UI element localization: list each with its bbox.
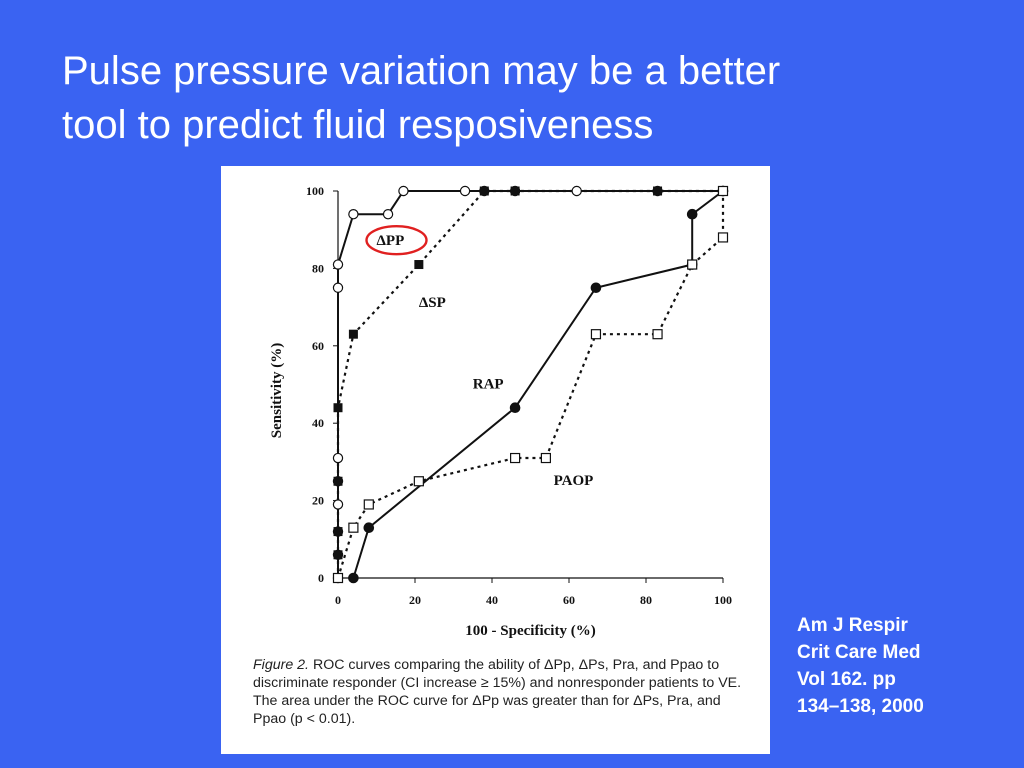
series-line-paop — [336, 191, 725, 579]
citation: Am J Respir Crit Care Med Vol 162. pp 13… — [797, 612, 1017, 720]
y-tick-label: 80 — [312, 261, 324, 275]
series-label-pp: ΔPP — [377, 233, 405, 249]
data-point-pp — [332, 499, 344, 510]
data-point-pp — [332, 452, 344, 464]
data-point-sp — [333, 550, 343, 560]
x-tick-label: 80 — [640, 593, 652, 607]
citation-line-1: Am J Respir — [797, 615, 908, 636]
series-label-rap: RAP — [473, 376, 504, 392]
data-point-pp — [332, 282, 344, 293]
data-point-rap — [348, 572, 359, 584]
data-point-pp — [459, 185, 471, 197]
y-tick-label: 0 — [318, 571, 324, 585]
roc-chart: 0 20 40 60 80 100 0 20 40 60 80 100 100 - Specificit… — [269, 184, 732, 639]
y-tick-label: 20 — [312, 494, 324, 508]
slide-title-line-1: Pulse pressure variation may be a better — [62, 49, 781, 93]
data-point-paop — [540, 452, 551, 464]
citation-line-2: Crit Care Med — [797, 642, 921, 663]
figure-panel: 0 20 40 60 80 100 0 20 40 60 80 100 100 - Specificit… — [221, 166, 770, 754]
data-point-paop — [348, 522, 359, 533]
data-point-rap — [590, 282, 602, 294]
data-point-sp — [348, 329, 358, 339]
series-label-paop: PAOP — [554, 473, 594, 489]
data-point-pp — [332, 259, 344, 270]
data-point-rap — [363, 522, 375, 533]
y-tick-label: 60 — [312, 339, 324, 353]
data-point-pp — [398, 185, 409, 197]
x-tick-label: 0 — [335, 593, 341, 607]
x-tick-label: 40 — [486, 593, 498, 607]
x-tick-label: 20 — [409, 593, 421, 607]
x-tick-label: 100 — [714, 593, 732, 607]
data-point-pp — [348, 209, 359, 220]
data-point-rap — [509, 402, 521, 414]
data-point-paop — [652, 329, 663, 340]
data-point-rap — [686, 208, 698, 220]
data-point-sp — [414, 260, 424, 270]
data-point-sp — [510, 186, 520, 196]
slide-title-line-2: tool to predict fluid resposiveness — [62, 103, 654, 147]
x-tick-label: 60 — [563, 593, 575, 607]
data-point-sp — [333, 403, 343, 413]
data-point-pp — [382, 209, 394, 220]
data-point-sp — [479, 186, 489, 196]
y-tick-label: 40 — [312, 416, 324, 430]
data-point-paop — [717, 185, 729, 197]
data-point-sp — [333, 527, 343, 537]
y-tick-label: 100 — [306, 184, 324, 198]
data-point-paop — [687, 259, 698, 270]
figure-caption-label: Figure 2. — [253, 657, 309, 673]
figure-caption-text: ROC curves comparing the ability of ΔPp,… — [253, 657, 742, 727]
series-label-sp: ΔSP — [419, 295, 446, 311]
data-point-paop — [590, 329, 602, 340]
figure-caption: Figure 2. ROC curves comparing the abili… — [253, 656, 753, 728]
citation-line-3: Vol 162. pp — [797, 669, 896, 690]
data-point-paop — [413, 476, 424, 487]
data-point-paop — [332, 572, 344, 584]
x-axis-title: 100 - Specificity (%) — [465, 623, 595, 639]
data-point-paop — [717, 232, 729, 243]
data-point-pp — [571, 185, 582, 197]
slide-title: Pulse pressure variation may be a better… — [62, 44, 962, 152]
data-point-sp — [333, 476, 343, 486]
data-point-paop — [510, 452, 521, 464]
citation-line-4: 134–138, 2000 — [797, 696, 924, 717]
series-line-rap — [352, 190, 724, 579]
highlight-circle — [365, 224, 428, 256]
data-point-paop — [363, 499, 374, 510]
y-axis-title: Sensitivity (%) — [269, 343, 285, 438]
data-point-sp — [653, 186, 663, 196]
